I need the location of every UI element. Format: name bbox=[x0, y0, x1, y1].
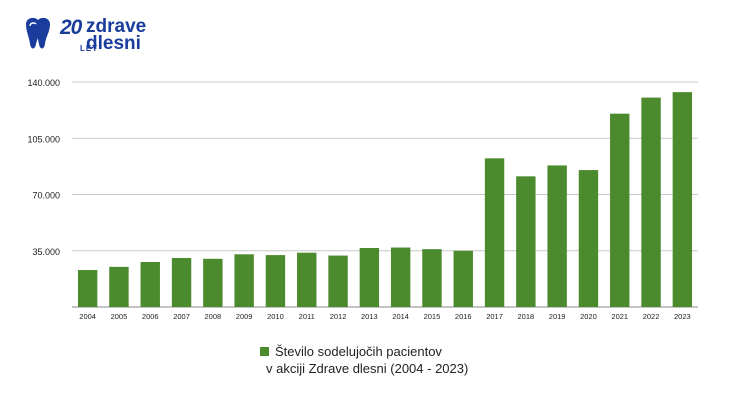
logo-line2: dlesni bbox=[86, 33, 141, 54]
x-tick-label: 2016 bbox=[455, 312, 472, 321]
x-tick-label: 2011 bbox=[299, 312, 315, 321]
x-tick-label: 2019 bbox=[549, 312, 566, 321]
y-tick-label: 70.000 bbox=[32, 191, 60, 201]
y-tick-label: 140.000 bbox=[27, 78, 60, 88]
x-tick-label: 2006 bbox=[142, 312, 159, 321]
y-tick-label: 105.000 bbox=[27, 134, 60, 144]
bar-2018 bbox=[516, 176, 536, 307]
x-tick-label: 2014 bbox=[392, 312, 409, 321]
brand-logo: 20 LET zdrave dlesni bbox=[22, 14, 162, 62]
bar-2021 bbox=[610, 113, 630, 308]
x-tick-label: 2022 bbox=[643, 312, 660, 321]
x-tick-label: 2013 bbox=[361, 312, 378, 321]
x-tick-label: 2012 bbox=[330, 312, 347, 321]
bar-2011 bbox=[297, 252, 317, 307]
bar-2008 bbox=[203, 258, 223, 307]
bar-2012 bbox=[328, 255, 348, 307]
y-tick-label: 35.000 bbox=[32, 247, 60, 257]
x-tick-label: 2007 bbox=[173, 312, 190, 321]
bar-2007 bbox=[171, 257, 192, 307]
bar-2006 bbox=[140, 262, 160, 307]
bar-2010 bbox=[265, 255, 286, 307]
bar-2019 bbox=[547, 165, 567, 307]
bar-2004 bbox=[77, 270, 98, 307]
bar-2015 bbox=[422, 249, 442, 307]
x-tick-label: 2017 bbox=[486, 312, 503, 321]
logo-number: 20 bbox=[60, 16, 82, 39]
bar-2013 bbox=[359, 248, 380, 307]
logo-line1: zdrave bbox=[86, 16, 147, 37]
x-tick-label: 2009 bbox=[236, 312, 253, 321]
bar-2023 bbox=[672, 92, 693, 307]
bar-2005 bbox=[109, 266, 129, 307]
bar-2016 bbox=[453, 250, 473, 307]
legend-label-line1: Število sodelujočih pacientov bbox=[275, 344, 442, 359]
bar-2020 bbox=[578, 170, 599, 307]
logo-wordmark: zdrave dlesni bbox=[86, 16, 147, 54]
x-tick-label: 2008 bbox=[205, 312, 222, 321]
legend-swatch bbox=[260, 347, 269, 356]
legend-label-line2: v akciji Zdrave dlesni (2004 - 2023) bbox=[266, 361, 469, 376]
x-tick-label: 2010 bbox=[267, 312, 284, 321]
bar-2017 bbox=[484, 158, 505, 307]
bar-2014 bbox=[390, 247, 411, 307]
x-tick-label: 2023 bbox=[674, 312, 691, 321]
bar-2009 bbox=[234, 254, 254, 307]
logo-sub: LET bbox=[80, 44, 99, 53]
x-tick-label: 2005 bbox=[111, 312, 128, 321]
chart-legend: Število sodelujočih pacientov v akciji Z… bbox=[260, 344, 480, 376]
x-tick-label: 2021 bbox=[611, 312, 628, 321]
x-tick-label: 2004 bbox=[79, 312, 96, 321]
x-tick-label: 2018 bbox=[518, 312, 535, 321]
x-tick-label: 2020 bbox=[580, 312, 597, 321]
bar-2022 bbox=[641, 97, 661, 307]
x-tick-label: 2015 bbox=[424, 312, 441, 321]
tooth-icon bbox=[26, 17, 50, 49]
